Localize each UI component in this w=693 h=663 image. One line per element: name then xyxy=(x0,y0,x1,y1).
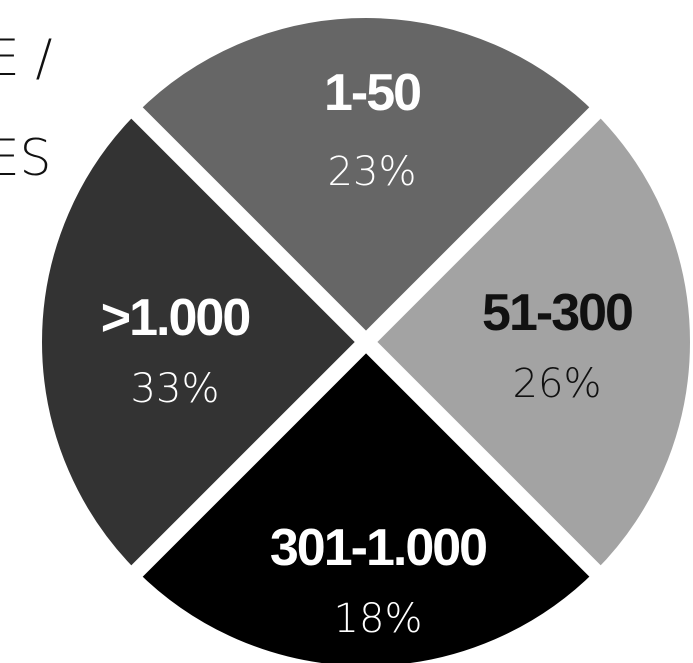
pie-slice-3 xyxy=(119,330,613,663)
slice-value-4: 33% xyxy=(131,366,220,412)
pie-labels: 1-50 23% 51-300 26% 301-1.000 18% >1.000 33% xyxy=(101,64,634,642)
title-fragment-line-1: E / xyxy=(0,29,52,87)
pie-slices xyxy=(26,2,693,663)
pie-slice-2 xyxy=(354,95,693,589)
slice-label-4: >1.000 xyxy=(101,289,250,347)
slice-label-3: 301-1.000 xyxy=(270,519,486,577)
pie-slice-1 xyxy=(119,2,613,354)
title-fragment-line-2: ES xyxy=(0,129,51,187)
slice-label-1: 1-50 xyxy=(324,64,420,122)
slice-value-3: 18% xyxy=(334,596,423,642)
pie-slice-4 xyxy=(26,95,378,589)
slice-value-2: 26% xyxy=(513,361,602,407)
slice-value-1: 23% xyxy=(328,149,417,195)
slice-label-2: 51-300 xyxy=(482,284,632,342)
